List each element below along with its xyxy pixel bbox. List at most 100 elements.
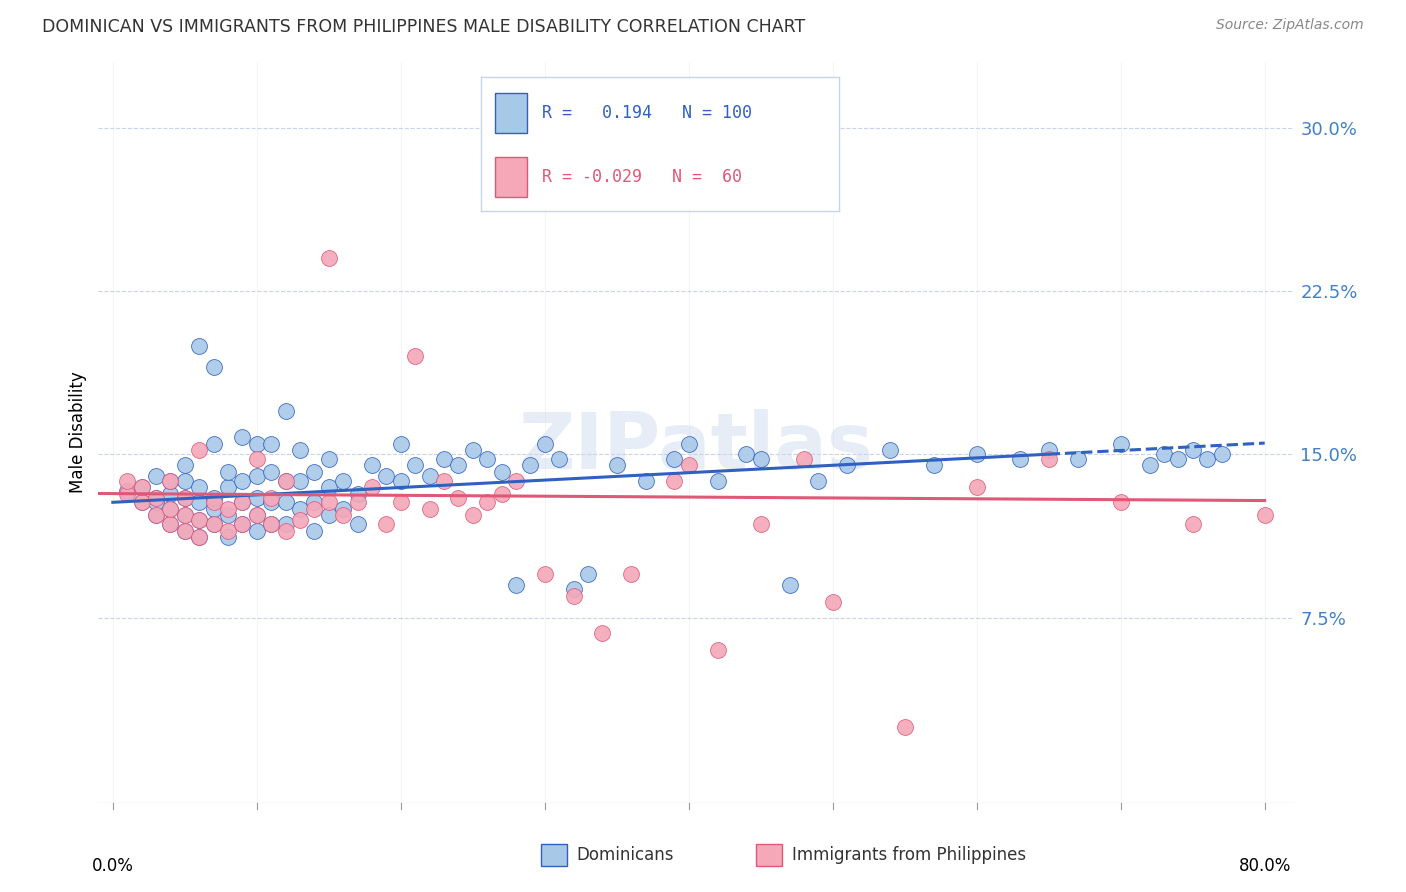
Point <box>419 469 441 483</box>
Point <box>837 458 859 473</box>
Point <box>678 436 700 450</box>
Point <box>318 508 340 523</box>
Point <box>202 495 225 509</box>
Point <box>793 451 815 466</box>
Point <box>706 474 728 488</box>
FancyBboxPatch shape <box>541 844 567 866</box>
Point <box>1109 436 1132 450</box>
Point <box>173 524 195 538</box>
Point <box>159 474 181 488</box>
Point <box>375 469 398 483</box>
Point <box>217 480 239 494</box>
Point <box>246 469 269 483</box>
Point <box>389 436 412 450</box>
Point <box>361 480 384 494</box>
Point <box>173 508 195 523</box>
Point <box>1038 451 1060 466</box>
Point <box>346 495 368 509</box>
Point <box>576 567 599 582</box>
Point <box>318 252 340 266</box>
Point <box>1181 443 1204 458</box>
Point <box>1181 517 1204 532</box>
Point <box>274 404 297 418</box>
Point <box>274 474 297 488</box>
Point <box>246 491 269 505</box>
Point <box>1139 458 1161 473</box>
Point <box>145 491 167 505</box>
Point <box>664 451 686 466</box>
Text: 80.0%: 80.0% <box>1239 857 1291 875</box>
Point <box>131 480 153 494</box>
Point <box>966 447 988 461</box>
Point <box>821 595 844 609</box>
Point <box>361 458 384 473</box>
Point <box>533 567 555 582</box>
Point <box>591 626 613 640</box>
Point <box>173 474 195 488</box>
Point <box>562 589 585 603</box>
Point <box>966 480 988 494</box>
Point <box>318 480 340 494</box>
Point <box>145 495 167 509</box>
Point <box>260 465 283 479</box>
FancyBboxPatch shape <box>756 844 782 866</box>
Point <box>533 436 555 450</box>
Point <box>115 484 138 499</box>
Point <box>231 430 253 444</box>
Point <box>1254 508 1277 523</box>
Point <box>173 524 195 538</box>
Point <box>188 513 211 527</box>
Point <box>749 517 772 532</box>
Point <box>288 474 311 488</box>
Point <box>807 474 830 488</box>
Point <box>188 530 211 544</box>
Point <box>202 517 225 532</box>
Point <box>145 491 167 505</box>
Point <box>491 486 513 500</box>
Point <box>735 447 758 461</box>
Point <box>145 508 167 523</box>
Point <box>433 474 456 488</box>
Point <box>548 451 571 466</box>
Point <box>1109 495 1132 509</box>
Point <box>173 508 195 523</box>
Point <box>477 451 499 466</box>
Point <box>115 486 138 500</box>
Text: 0.0%: 0.0% <box>91 857 134 875</box>
Point <box>304 501 326 516</box>
Point <box>217 501 239 516</box>
Point <box>231 517 253 532</box>
Point <box>246 451 269 466</box>
Point <box>188 480 211 494</box>
Point <box>202 517 225 532</box>
Text: DOMINICAN VS IMMIGRANTS FROM PHILIPPINES MALE DISABILITY CORRELATION CHART: DOMINICAN VS IMMIGRANTS FROM PHILIPPINES… <box>42 18 806 36</box>
Point <box>678 458 700 473</box>
Point <box>389 474 412 488</box>
Point <box>202 436 225 450</box>
Point <box>346 486 368 500</box>
Point <box>231 474 253 488</box>
Point <box>202 491 225 505</box>
Point <box>1066 451 1088 466</box>
Point <box>274 474 297 488</box>
Text: Immigrants from Philippines: Immigrants from Philippines <box>792 846 1026 863</box>
Point <box>505 578 527 592</box>
Point <box>188 495 211 509</box>
Point <box>115 474 138 488</box>
Point <box>260 491 283 505</box>
Point <box>519 458 541 473</box>
Point <box>231 495 253 509</box>
Point <box>217 530 239 544</box>
Point <box>260 517 283 532</box>
Point <box>433 451 456 466</box>
Point <box>131 495 153 509</box>
Point <box>131 495 153 509</box>
Point <box>461 508 484 523</box>
Point <box>318 451 340 466</box>
Point <box>477 495 499 509</box>
Point <box>274 495 297 509</box>
Point <box>159 501 181 516</box>
Point <box>404 350 426 364</box>
Point <box>664 474 686 488</box>
Point <box>188 443 211 458</box>
